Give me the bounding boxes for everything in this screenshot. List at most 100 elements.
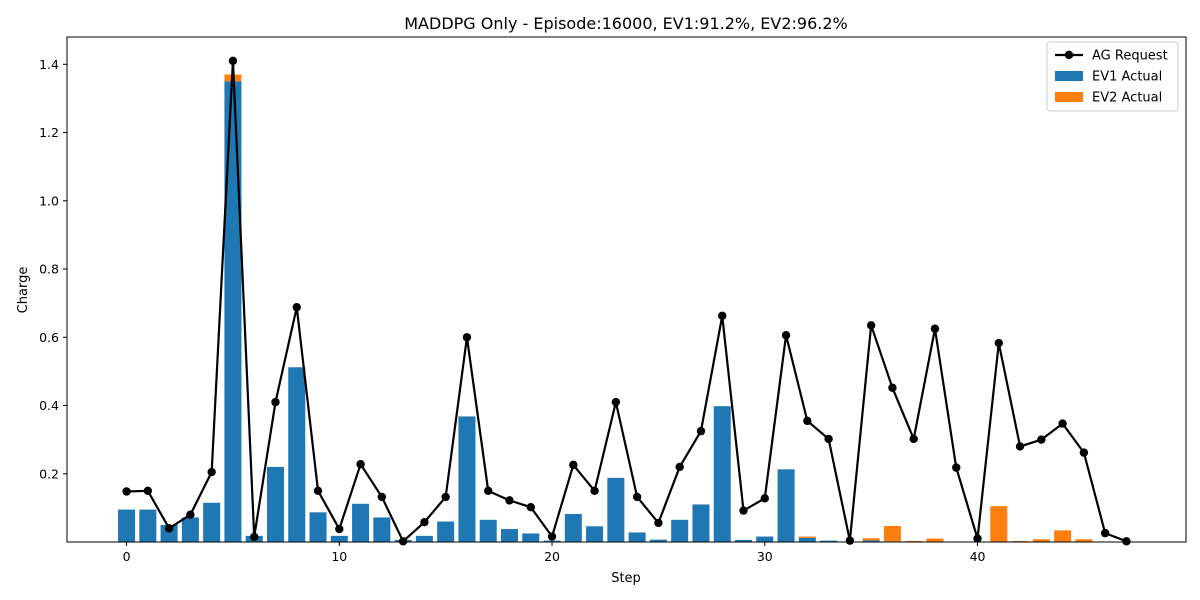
ag-request-point-32 (803, 416, 812, 426)
x-axis-label: Step (611, 571, 641, 586)
legend: AG Request EV1 Actual EV2 Actual (1046, 41, 1179, 112)
legend-marker-ag-request (1064, 50, 1074, 60)
bar-ev1-actual-23 (607, 477, 625, 542)
bar-ev2-actual-37 (905, 540, 923, 542)
ag-request-point-15 (441, 492, 450, 502)
bar-ev1-actual-7 (266, 466, 284, 542)
bar-ev1-actual-8 (288, 367, 306, 542)
bar-ev2-actual-32 (798, 536, 816, 538)
bar-ev1-actual-25 (649, 539, 667, 542)
legend-label-ev2-actual: EV2 Actual (1092, 91, 1162, 106)
bar-ev1-actual-30 (756, 536, 774, 542)
ag-request-point-0 (122, 487, 131, 496)
ag-request-point-29 (739, 506, 748, 515)
ag-request-point-14 (420, 518, 429, 527)
legend-swatch-ev2-actual (1055, 92, 1083, 102)
bar-ev2-actual-43 (1032, 539, 1050, 542)
ag-request-point-4 (207, 467, 216, 477)
ag-request-point-12 (377, 492, 387, 502)
ag-request-point-45 (1079, 448, 1089, 457)
x-tick-label-40: 40 (970, 549, 986, 564)
legend-label-ev1-actual: EV1 Actual (1092, 70, 1162, 85)
line-layer (122, 56, 1131, 546)
ag-request-point-30 (760, 494, 769, 503)
bar-ev1-actual-4 (203, 502, 221, 542)
y-tick-label-1.2: 1.2 (39, 125, 59, 140)
ag-request-point-27 (696, 426, 706, 436)
ag-request-point-10 (335, 524, 344, 534)
bar-ev1-actual-1 (139, 509, 157, 542)
ag-request-point-3 (186, 510, 195, 519)
ag-request-point-18 (505, 496, 514, 505)
ag-request-point-33 (824, 434, 833, 444)
ag-request-point-31 (781, 331, 791, 340)
ag-request-point-20 (547, 532, 557, 541)
ag-request-point-40 (973, 534, 982, 543)
ag-request-point-44 (1058, 419, 1067, 428)
y-tick-label-0.4: 0.4 (39, 398, 59, 413)
bar-ev1-actual-35 (862, 540, 880, 542)
bar-ev1-actual-18 (500, 529, 519, 542)
ag-request-point-26 (675, 462, 684, 472)
ag-request-point-37 (909, 434, 918, 444)
ag-request-point-5 (228, 56, 238, 66)
ag-request-point-39 (952, 463, 961, 472)
bar-ev2-actual-38 (926, 538, 944, 542)
ag-request-point-21 (569, 460, 578, 470)
ag-request-line (126, 59, 1127, 543)
y-tick-label-0.6: 0.6 (39, 330, 59, 345)
y-tick-label-1: 1.0 (39, 193, 59, 208)
ag-request-point-9 (313, 486, 323, 496)
bar-ev1-actual-21 (564, 514, 582, 542)
x-tick-label-0: 0 (123, 549, 131, 564)
bar-ev1-actual-33 (820, 540, 838, 542)
y-tick-label-0.8: 0.8 (39, 262, 59, 277)
ag-request-point-38 (930, 324, 940, 333)
bar-ev1-actual-19 (522, 533, 540, 542)
bar-ev1-actual-17 (479, 519, 497, 542)
bar-ev1-actual-31 (777, 469, 795, 542)
bar-ev2-actual-44 (1054, 530, 1072, 542)
ag-request-point-1 (143, 486, 153, 496)
ag-request-point-47 (1122, 537, 1131, 546)
ag-request-point-41 (994, 338, 1003, 348)
bar-ev2-actual-35 (862, 538, 880, 541)
ag-request-point-46 (1100, 528, 1110, 538)
ag-request-point-7 (271, 397, 280, 407)
bar-ev1-actual-20 (543, 540, 561, 542)
plot-frame (66, 36, 1187, 543)
ag-request-point-43 (1037, 435, 1046, 444)
chart-title: MADDPG Only - Episode:16000, EV1:91.2%, … (404, 14, 848, 33)
ag-request-point-11 (356, 460, 365, 469)
legend-label-ag-request: AG Request (1092, 49, 1168, 64)
ag-request-point-17 (484, 486, 493, 496)
ag-request-point-28 (718, 311, 727, 320)
plot-area (67, 37, 1186, 542)
y-tick-label-0.2: 0.2 (39, 466, 59, 481)
bar-ev1-actual-2 (160, 524, 178, 542)
ag-request-point-35 (866, 321, 876, 330)
ag-request-point-8 (292, 303, 301, 312)
bar-ev1-actual-22 (586, 526, 604, 542)
ag-request-point-24 (632, 492, 642, 502)
x-tick-label-30: 30 (757, 549, 773, 564)
plot-background (67, 37, 1186, 542)
ag-request-point-34 (845, 536, 855, 545)
bar-ev1-actual-28 (713, 406, 731, 542)
bar-ev1-actual-15 (437, 521, 455, 542)
bar-ev2-actual-41 (990, 506, 1008, 542)
bar-ev2-actual-36 (883, 525, 901, 542)
legend-swatch-ev1-actual (1055, 71, 1083, 81)
ag-request-point-25 (654, 518, 663, 528)
y-tick-label-1.4: 1.4 (39, 57, 59, 72)
bar-ev1-actual-29 (734, 539, 753, 542)
bar-ev1-actual-27 (692, 504, 710, 542)
bar-ev1-actual-0 (118, 509, 136, 542)
bar-ev1-actual-12 (373, 517, 391, 542)
bar-ev1-actual-3 (181, 517, 199, 542)
ag-request-point-6 (250, 532, 259, 542)
bar-ev1-actual-10 (330, 535, 348, 542)
ag-request-point-16 (462, 333, 472, 342)
bar-ev1-actual-9 (309, 512, 327, 542)
bar-ev2-actual-42 (1011, 540, 1029, 542)
